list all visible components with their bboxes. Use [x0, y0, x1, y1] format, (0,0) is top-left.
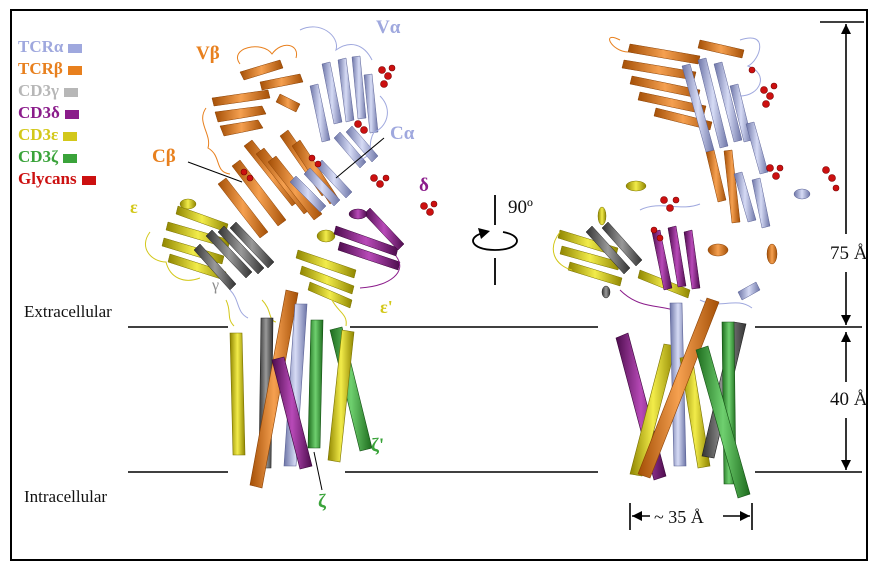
label-c-beta: Cβ [152, 146, 176, 167]
legend-label: CD3ζ [18, 147, 59, 166]
label-delta: δ [419, 175, 429, 196]
label-height-extracellular: 75 Å [830, 243, 868, 264]
legend-swatch [67, 65, 82, 75]
label-gamma: γ [212, 277, 220, 294]
legend-label: CD3ε [18, 125, 59, 144]
glycans-left [240, 64, 438, 216]
legend-label: CD3δ [18, 103, 60, 122]
tcr-alpha-sheets-right [681, 57, 811, 301]
legend-swatch [64, 109, 79, 119]
cd3-gamma-sheets-right [585, 221, 643, 299]
right-structure [552, 37, 840, 499]
label-c-alpha: Cα [390, 123, 415, 144]
cd3-epsilon-prime-sheets-left [295, 229, 357, 309]
label-intracellular: Intracellular [24, 487, 108, 506]
legend-swatch [81, 175, 96, 185]
label-rotation: 90º [508, 197, 533, 218]
rotation-arrowhead-icon [478, 228, 490, 239]
tcr-alpha-sheets-left [289, 55, 379, 213]
cd3-delta-sheets-right [651, 225, 701, 291]
label-v-beta: Vβ [196, 43, 220, 64]
cd3-gamma-sheets-left [193, 221, 275, 291]
legend-swatch [63, 153, 78, 163]
legend-label: TCRα [18, 37, 64, 56]
label-height-membrane: 40 Å [830, 389, 868, 410]
left-structure [144, 26, 438, 491]
glycans-right [650, 66, 840, 242]
rotation-arrow-icon [472, 195, 518, 285]
legend-cd3-gamma: CD3γ [18, 81, 79, 101]
label-zeta: ζ [318, 491, 326, 512]
arrowheads [632, 24, 851, 521]
tm-helices-right [615, 297, 751, 499]
legend-label: Glycans [18, 169, 77, 188]
legend-swatch [64, 87, 79, 97]
legend-label: TCRβ [18, 59, 63, 78]
tm-helices-left [229, 289, 373, 489]
legend-label: CD3γ [18, 81, 60, 100]
legend-tcr-alpha: TCRα [18, 37, 83, 57]
membrane-lines [128, 326, 862, 473]
callout-lines-left [187, 137, 385, 183]
label-v-alpha: Vα [376, 17, 401, 38]
label-extracellular: Extracellular [24, 302, 112, 321]
legend-swatch [63, 131, 78, 141]
label-zeta-prime: ζ' [371, 435, 385, 456]
legend-swatch [68, 43, 83, 53]
legend-cd3-delta: CD3δ [18, 103, 79, 123]
label-width: ~ 35 Å [654, 507, 704, 527]
loops-left [144, 26, 401, 327]
label-epsilon: ε [130, 197, 138, 217]
legend-tcr-beta: TCRβ [18, 59, 82, 79]
label-epsilon-prime: ε' [380, 297, 393, 317]
legend-cd3-epsilon: CD3ε [18, 125, 78, 145]
zeta-pointer [313, 451, 323, 491]
legend-cd3-zeta: CD3ζ [18, 147, 78, 167]
tcr-beta-sheets-left [211, 59, 339, 239]
cd3-delta-sheets-left [333, 207, 405, 271]
legend-glycans: Glycans [18, 169, 96, 189]
cd3-epsilon-sheets-right [557, 180, 691, 299]
